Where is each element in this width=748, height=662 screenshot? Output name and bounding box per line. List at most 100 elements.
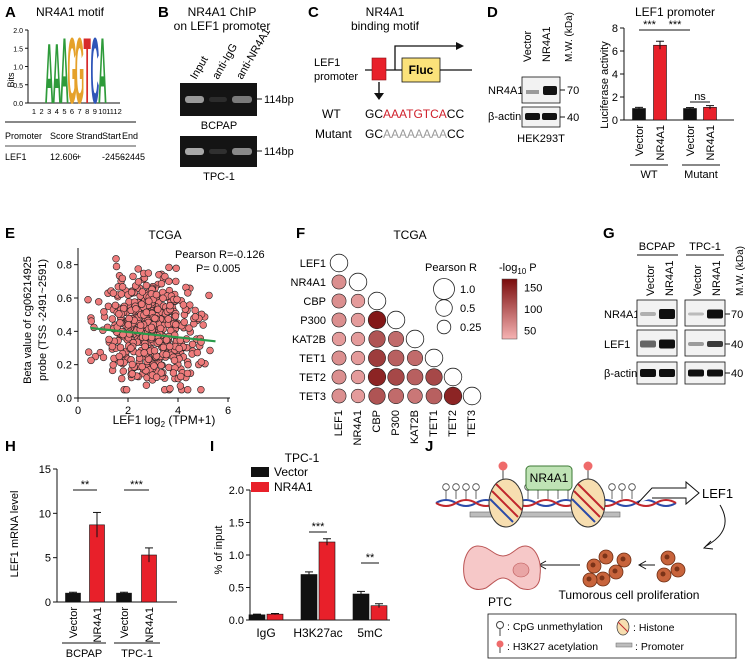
scatter-point: [152, 291, 161, 299]
j-legend-box: [487, 613, 737, 659]
row-gene-label: KAT2B: [292, 334, 326, 346]
g-lane: NR4A1: [711, 261, 723, 296]
table-header: Promoter: [5, 131, 42, 141]
row-gene-label: NR4A1: [291, 277, 326, 289]
histone-wrap: [489, 498, 514, 523]
ytick-label: 0.8: [57, 260, 72, 272]
scatter-point: [165, 277, 173, 285]
corr-cell-diagonal: [405, 329, 425, 349]
blot-band: [707, 341, 723, 347]
scatter-point: [109, 361, 117, 369]
position-label: 5: [62, 107, 66, 116]
scatter-point: [173, 295, 181, 304]
corr-cell-diagonal: [348, 272, 368, 292]
blot-band: [640, 312, 656, 316]
legend-cpg: : CpG unmethylation: [507, 621, 603, 633]
x-category-label: NR4A1: [705, 125, 717, 160]
scatter-point: [150, 347, 159, 355]
tumor-cell-nucleus: [674, 566, 680, 572]
panel-letter-i: I: [210, 438, 214, 455]
position-label: 12: [113, 107, 121, 116]
panel-letter-j: J: [425, 438, 433, 455]
x-category-label: NR4A1: [144, 607, 156, 642]
band-size-tpc1: 114bp: [264, 146, 294, 158]
e-ylabel-1: Beta value of cg06214925: [22, 256, 34, 384]
scatter-point: [119, 367, 128, 375]
ptc-label: PTC: [488, 595, 512, 609]
chip-band: [185, 96, 204, 103]
logo-letter: C: [90, 20, 99, 124]
col-gene-label: NR4A1: [352, 410, 364, 445]
panel-letter-f: F: [296, 225, 305, 242]
logo-letter: G: [75, 20, 84, 124]
ytick-label: 0.6: [57, 293, 72, 305]
panel-d: D Vector NR4A1 M.W. (kDa) NR4A1 70 β-act…: [487, 4, 734, 181]
lef1-target-label: LEF1: [702, 486, 733, 501]
proliferation-label: Tumorous cell proliferation: [559, 588, 700, 602]
scatter-point: [140, 349, 148, 357]
bar: [266, 613, 284, 621]
scatter-point: [150, 362, 158, 370]
sig-label: ***: [669, 19, 683, 31]
chip-label-bcpap: BCPAP: [201, 120, 237, 132]
scatter-point: [170, 356, 179, 365]
position-label: 3: [47, 107, 51, 116]
color-legend-tick: 150: [524, 283, 542, 295]
scatter-point: [183, 369, 192, 378]
scatter-point: [112, 255, 120, 263]
panel-letter-g: G: [603, 225, 615, 242]
corr-cell: [425, 387, 443, 405]
table-header: Start: [102, 131, 122, 141]
color-legend-tick: 100: [524, 304, 542, 316]
bar: [683, 108, 697, 121]
corr-cell: [368, 349, 386, 367]
g-lane: Vector: [692, 264, 704, 296]
table-cell: 12.606: [50, 152, 78, 162]
scatter-point: [155, 337, 163, 346]
corr-cell: [331, 312, 347, 328]
fluc-box: [401, 57, 441, 83]
thyroid-icon: [463, 545, 541, 590]
luciferase-chart: 0 2 4 6 8 Vector NR4A1 Vector NR4A1 WT Mutant *** **…: [612, 19, 734, 181]
g-row-label: β-actin: [604, 368, 637, 380]
scatter-point: [116, 343, 125, 352]
scatter-point: [128, 370, 136, 378]
e-ylabel-2: probe (TSS -2491~2591): [37, 259, 49, 381]
i-ylabel: % of input: [213, 526, 225, 575]
scatter-point: [159, 343, 168, 351]
panel-b: B NR4A1 ChIP on LEF1 promoter Input anti-…: [158, 4, 294, 183]
position-label: 7: [78, 107, 82, 116]
xtick-label: 6: [225, 405, 231, 417]
scatter-point: [117, 374, 126, 383]
corr-cell: [350, 293, 366, 309]
tumor-cell-nucleus: [602, 553, 608, 559]
blot-band: [640, 369, 656, 377]
scatter-point: [84, 296, 92, 304]
h3k27-acetylation-icon: [583, 461, 593, 471]
panel-e-title: TCGA: [148, 228, 181, 242]
scatter-point: [191, 306, 199, 315]
corr-cell: [331, 274, 347, 290]
bar: [300, 574, 318, 621]
sig-label: ***: [643, 19, 657, 31]
bar: [318, 541, 336, 621]
tumor-cell-nucleus: [620, 556, 626, 562]
tumor-cell-nucleus: [586, 576, 592, 582]
scatter-point: [127, 288, 136, 296]
scatter-point: [145, 297, 153, 305]
motif-table: Promoter Score Strand Start End LEF1 12.606+ -2…: [5, 131, 145, 162]
cpg-unmethylated-icon: [618, 483, 626, 491]
blot-band: [526, 90, 539, 94]
x-category-label: IgG: [256, 626, 275, 640]
cpg-unmethylated-icon: [496, 621, 504, 629]
corr-cell: [367, 367, 387, 387]
mutant-label: Mutant: [315, 127, 352, 141]
tumor-cell-nucleus: [599, 575, 605, 581]
corr-cell: [425, 368, 443, 386]
corr-cell: [350, 350, 366, 366]
scatter-point: [185, 324, 193, 332]
scatter-point: [87, 356, 95, 365]
size-legend-label: 0.25: [460, 322, 481, 334]
